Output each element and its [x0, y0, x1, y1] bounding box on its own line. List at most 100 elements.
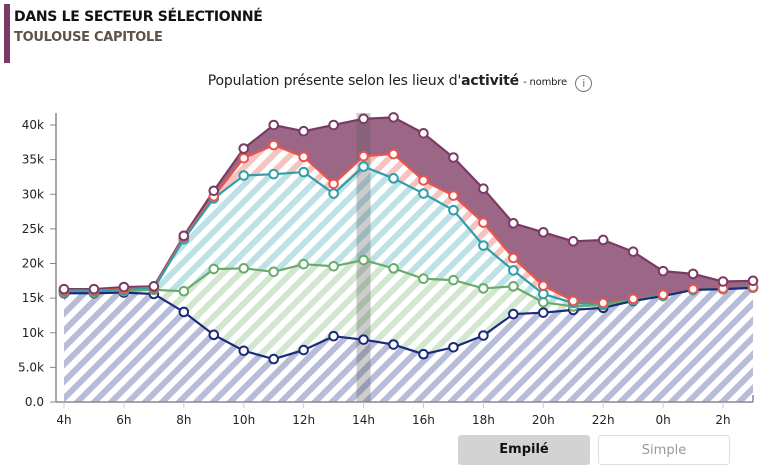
- data-point-s1-13h: [328, 178, 339, 190]
- data-point-s0-4h: [58, 283, 70, 295]
- y-tick-label: 30k: [22, 187, 44, 201]
- data-point-s0-9h: [208, 185, 220, 197]
- data-point-s3-16h: [418, 273, 429, 285]
- data-point-s4-11h: [268, 353, 279, 365]
- data-point-s0-1h: [687, 268, 699, 280]
- y-tick-label: 10k: [22, 326, 44, 340]
- data-point-s0-11h: [268, 119, 279, 131]
- y-tick-label: 40k: [22, 118, 44, 132]
- header-title: DANS LE SECTEUR SÉLECTIONNÉ: [14, 9, 263, 25]
- sector-header: DANS LE SECTEUR SÉLECTIONNÉ TOULOUSE CAP…: [4, 4, 263, 63]
- data-point-s4-16h: [418, 348, 429, 360]
- chart-title-main: Population présente selon les lieux d': [207, 73, 462, 89]
- y-tick-label: 25k: [22, 222, 44, 236]
- data-point-s0-19h: [508, 218, 519, 229]
- data-point-s2-19h: [508, 265, 519, 276]
- stacked-button[interactable]: Empilé: [458, 435, 590, 465]
- y-tick-label: 15k: [22, 291, 44, 305]
- x-tick-label: 18h: [472, 413, 495, 427]
- data-point-s4-8h: [178, 306, 190, 318]
- data-point-s4-13h: [328, 330, 339, 342]
- data-point-s0-16h: [418, 128, 429, 139]
- header-subtitle: TOULOUSE CAPITOLE: [14, 30, 163, 45]
- data-point-s0-6h: [118, 281, 130, 293]
- data-point-s4-20h: [538, 307, 549, 318]
- data-point-s1-10h: [238, 152, 250, 164]
- data-point-s3-12h: [298, 258, 309, 270]
- data-point-s0-22h: [597, 234, 609, 246]
- data-point-s3-10h: [238, 263, 250, 274]
- data-point-s4-9h: [208, 329, 220, 341]
- data-point-s3-13h: [328, 260, 339, 272]
- simple-button[interactable]: Simple: [598, 435, 730, 465]
- x-tick-label: 16h: [412, 413, 435, 427]
- y-tick-label: 0.0: [25, 395, 44, 409]
- data-point-s4-18h: [478, 330, 489, 341]
- data-point-s0-15h: [388, 112, 399, 123]
- data-point-s3-19h: [508, 281, 519, 292]
- data-point-s0-13h: [328, 119, 339, 131]
- data-point-s2-12h: [298, 166, 309, 178]
- data-point-s1-0h: [657, 289, 669, 300]
- data-point-s0-14h: [358, 113, 369, 125]
- data-point-s4-14h: [358, 334, 369, 345]
- chart-title-bold: activité: [461, 73, 519, 89]
- data-point-s3-11h: [268, 266, 279, 278]
- y-tick-label: 20k: [22, 257, 44, 271]
- data-point-s2-10h: [238, 170, 250, 181]
- data-point-s2-20h: [538, 288, 549, 300]
- y-tick-label: 35k: [22, 153, 44, 167]
- data-point-s2-15h: [388, 173, 399, 184]
- data-point-s1-19h: [508, 252, 519, 264]
- data-point-s3-8h: [178, 285, 190, 297]
- data-point-s1-1h: [687, 283, 699, 295]
- data-point-s0-7h: [148, 281, 160, 292]
- data-point-s3-20h: [538, 296, 549, 308]
- data-point-s3-15h: [388, 263, 399, 274]
- data-point-s0-18h: [478, 183, 489, 195]
- y-tick-label: 5.0k: [18, 360, 44, 374]
- data-point-s4-12h: [298, 344, 309, 356]
- data-point-s1-18h: [478, 217, 489, 228]
- data-point-s4-19h: [508, 308, 519, 320]
- x-tick-label: 6h: [116, 413, 131, 427]
- data-point-s2-14h: [358, 161, 369, 172]
- data-point-s1-20h: [538, 280, 549, 291]
- data-point-s2-11h: [268, 168, 279, 180]
- data-point-s1-21h: [567, 295, 579, 307]
- chart-title: Population présente selon les lieux d'ac…: [0, 73, 762, 92]
- data-point-s0-0h: [657, 265, 669, 277]
- data-point-s1-16h: [418, 175, 429, 186]
- data-point-s0-20h: [538, 227, 549, 238]
- data-point-s0-5h: [88, 283, 100, 295]
- x-tick-label: 20h: [532, 413, 555, 427]
- data-point-s1-14h: [358, 150, 369, 162]
- data-point-s1-11h: [268, 139, 279, 151]
- data-point-s1-23h: [627, 293, 639, 305]
- x-tick-label: 12h: [292, 413, 315, 427]
- data-point-s3-9h: [208, 263, 220, 275]
- info-icon[interactable]: i: [575, 75, 593, 92]
- data-point-s0-2h: [717, 276, 729, 287]
- data-point-s3-18h: [478, 283, 489, 294]
- data-point-s2-18h: [478, 240, 489, 251]
- data-point-s0-21h: [567, 236, 579, 247]
- data-point-s4-10h: [238, 345, 250, 357]
- data-point-s4-15h: [388, 339, 399, 350]
- data-point-s2-17h: [448, 204, 459, 216]
- data-point-s0-3h: [747, 275, 759, 287]
- data-point-s0-10h: [238, 143, 250, 154]
- x-tick-label: 10h: [232, 413, 255, 427]
- data-point-s0-23h: [627, 246, 639, 258]
- x-tick-label: 4h: [56, 413, 71, 427]
- data-point-s1-17h: [448, 190, 459, 201]
- data-point-s0-17h: [448, 152, 459, 163]
- data-point-s1-15h: [388, 148, 399, 160]
- x-tick-label: 14h: [352, 413, 375, 427]
- series-area-4: [64, 287, 753, 402]
- chart-title-unit: - nombre: [523, 77, 567, 88]
- data-point-s1-22h: [597, 297, 609, 309]
- data-point-s0-8h: [178, 230, 190, 242]
- data-point-s2-16h: [418, 188, 429, 199]
